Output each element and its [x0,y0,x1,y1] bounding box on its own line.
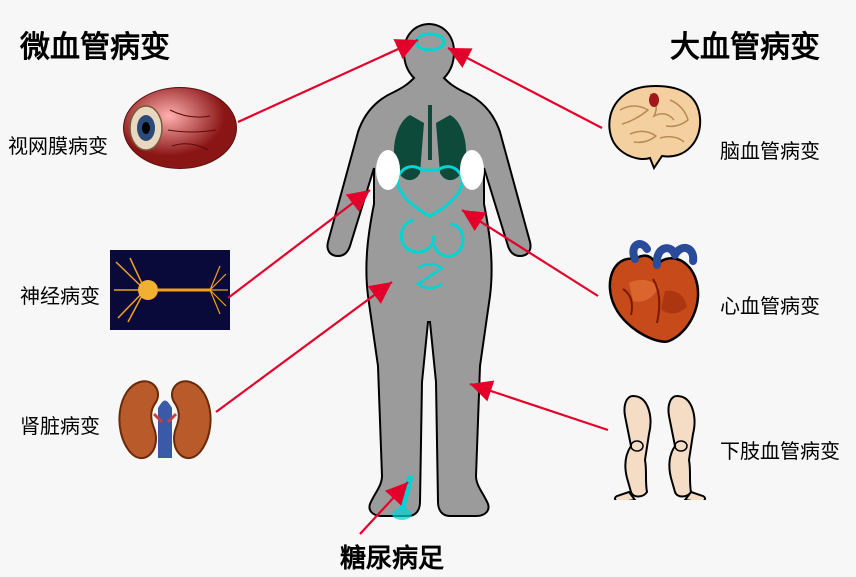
human-body-icon [310,20,550,530]
label-cardiovascular: 心血管病变 [720,290,820,319]
kidney-icon [110,370,220,470]
label-peripheral-vascular: 下肢血管病变 [720,435,840,464]
label-nephropathy: 肾脏病变 [20,410,100,439]
label-retinopathy: 视网膜病变 [8,130,108,159]
label-neuropathy: 神经病变 [20,280,100,309]
brain-icon [600,80,710,170]
legs-icon [605,390,715,500]
neuron-icon [110,250,230,330]
heading-microvascular: 微血管病变 [20,22,170,66]
eye-icon [120,80,240,175]
label-diabetic-foot: 糖尿病足 [340,538,444,575]
label-cerebrovascular: 脑血管病变 [720,135,820,164]
heart-icon [595,235,715,350]
heading-macrovascular: 大血管病变 [670,22,820,66]
